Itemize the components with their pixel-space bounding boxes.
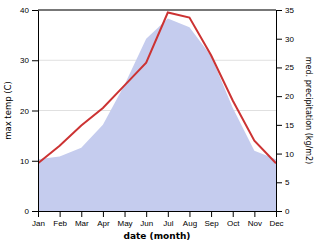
tick-mark [233, 211, 234, 217]
tick-label: 5 [285, 178, 290, 187]
y2-axis-title: med. precipitation (kg/m2) [304, 57, 313, 164]
tick: 40 [20, 6, 38, 15]
tick: Nov [248, 211, 262, 228]
tick-mark [276, 154, 282, 155]
tick-label: 35 [285, 6, 294, 15]
axis-line [39, 211, 277, 212]
tick-mark [276, 10, 282, 11]
tick-label: Mar [75, 219, 89, 228]
tick: Jun [140, 211, 153, 228]
x-axis-title: date (month) [124, 231, 191, 241]
marks [38, 13, 276, 211]
tick-label: 15 [285, 121, 294, 130]
y-axis-title: max temp (C) [3, 81, 13, 140]
tick-label: 20 [285, 92, 294, 101]
tick: Sep [204, 211, 219, 228]
grid [38, 10, 276, 211]
tick-mark [146, 211, 147, 217]
tick-mark [60, 211, 61, 217]
tick-label: Nov [248, 219, 262, 228]
tick: Apr [97, 211, 110, 228]
tick-mark [276, 67, 282, 68]
tick: Mar [75, 211, 89, 228]
tick-label: Feb [53, 219, 67, 228]
tick-label: 10 [285, 150, 294, 159]
chart: JanFebMarAprMayJunJulAugSepOctNovDec0102… [0, 0, 318, 247]
tick: 5 [276, 178, 290, 187]
tick: Oct [227, 211, 240, 228]
tick-mark [32, 60, 38, 61]
tick: 10 [20, 157, 38, 166]
y-axis: 0 10 20 30 40 [20, 6, 38, 216]
tick-mark [276, 211, 282, 212]
tick-label: 40 [20, 6, 29, 15]
tick-mark [38, 211, 39, 217]
grid-line [38, 10, 276, 11]
tick-mark [254, 211, 255, 217]
tick: 30 [20, 56, 38, 65]
tick-label: Oct [227, 219, 240, 228]
tick-label: Apr [97, 219, 110, 228]
tick: 20 [276, 92, 294, 101]
tick-mark [189, 211, 190, 217]
tick-mark [32, 211, 38, 212]
plot: JanFebMarAprMayJunJulAugSepOctNovDec0102… [3, 6, 313, 241]
tick: 15 [276, 121, 294, 130]
y2-axis: 0 5 10 15 20 25 30 35 [276, 6, 294, 216]
tick: Aug [183, 211, 197, 228]
tick: 35 [276, 6, 294, 15]
tick-mark [125, 211, 126, 217]
tick: Dec [269, 211, 283, 228]
tick-label: Jul [163, 219, 173, 228]
tick: Jul [163, 211, 173, 228]
tick: 25 [276, 63, 294, 72]
tick-mark [276, 125, 282, 126]
tick-label: May [117, 219, 132, 228]
tick-label: 30 [285, 35, 294, 44]
tick: Feb [53, 211, 67, 228]
tick-label: 0 [25, 207, 30, 216]
axis-line [38, 11, 39, 212]
tick: Jan [32, 211, 45, 228]
tick: 10 [276, 150, 294, 159]
tick-label: Jan [32, 219, 45, 228]
tick-mark [32, 161, 38, 162]
tick-mark [276, 96, 282, 97]
tick-mark [32, 111, 38, 112]
tick-mark [81, 211, 82, 217]
tick-mark [168, 211, 169, 217]
tick-label: 25 [285, 63, 294, 72]
tick-label: Jun [140, 219, 153, 228]
tick: 20 [20, 107, 38, 116]
tick: 0 [276, 207, 290, 216]
tick-label: Sep [204, 219, 219, 228]
tick-label: Aug [183, 219, 197, 228]
frame [38, 10, 276, 11]
axis-line [276, 11, 277, 212]
tick-mark [211, 211, 212, 217]
tick-mark [276, 182, 282, 183]
tick-mark [103, 211, 104, 217]
tick-label: 10 [20, 157, 29, 166]
tick-mark [276, 39, 282, 40]
tick-mark [32, 10, 38, 11]
tick: May [117, 211, 132, 228]
tick-label: 0 [285, 207, 290, 216]
tick-label: 30 [20, 56, 29, 65]
x-axis: Jan Feb Mar Apr May Jun Jul Aug Sep Oct Nov Dec [32, 211, 284, 228]
tick-label: 20 [20, 107, 29, 116]
line [38, 13, 276, 164]
tick: 30 [276, 35, 294, 44]
tick: 0 [25, 207, 38, 216]
tick-label: Dec [269, 219, 283, 228]
